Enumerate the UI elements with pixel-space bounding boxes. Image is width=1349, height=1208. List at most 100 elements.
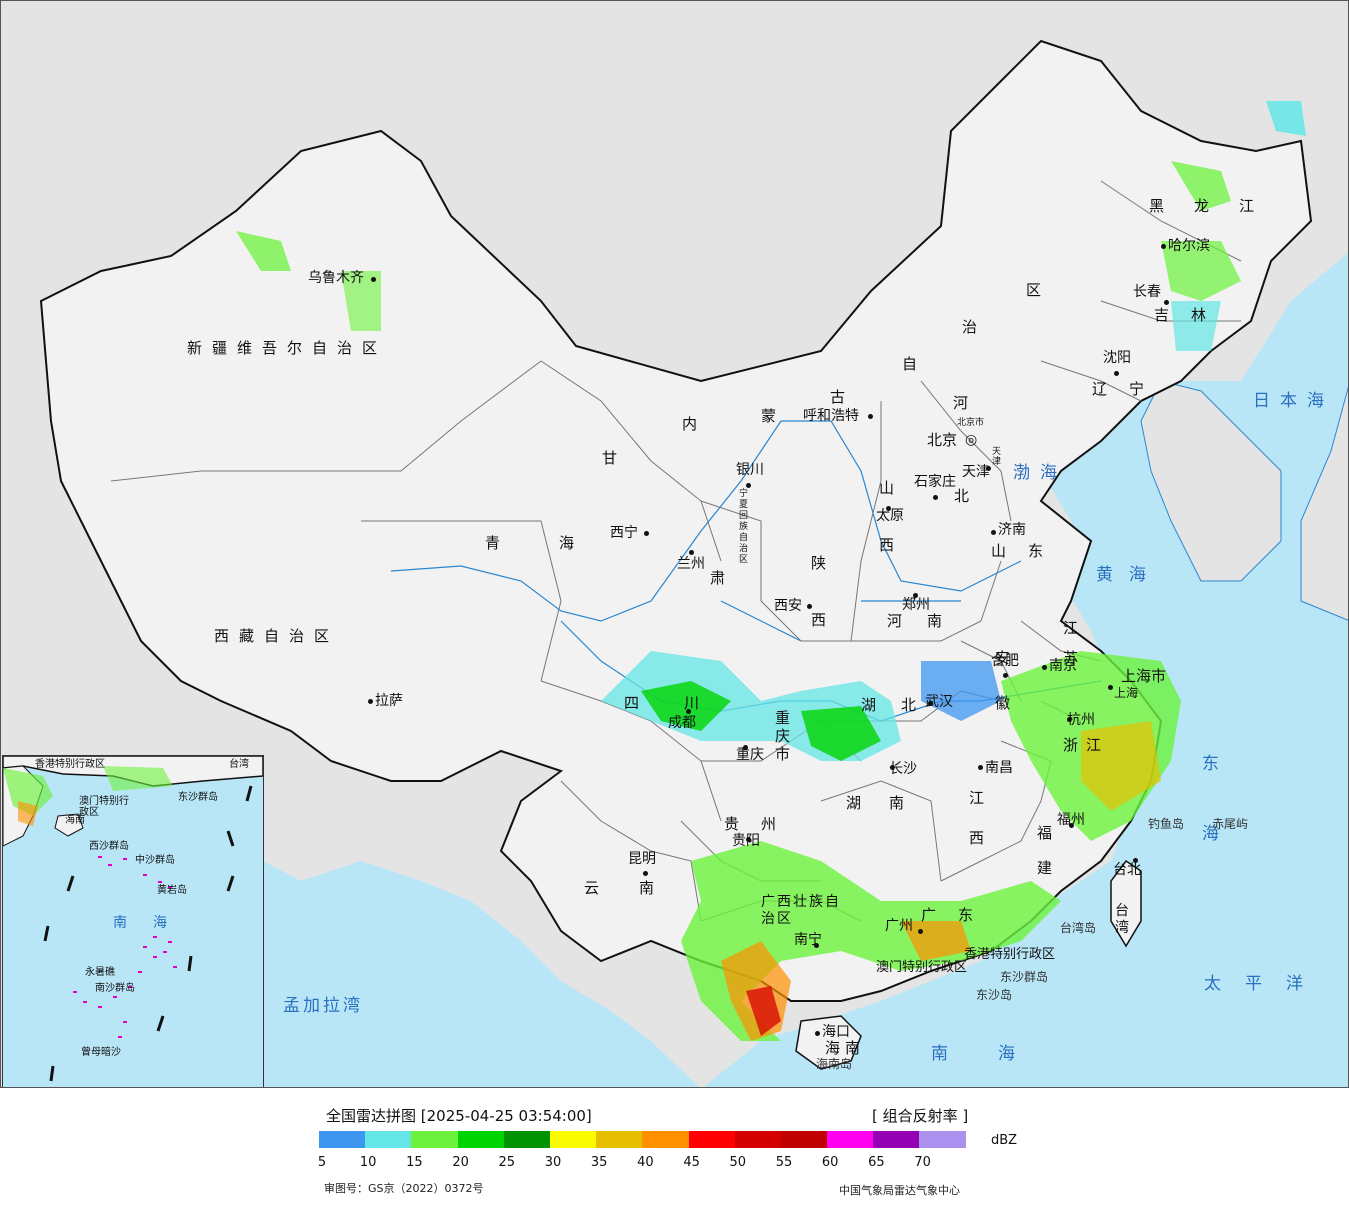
province-label-neimeng-d: 自 [902,355,928,373]
city-label-nanning: 南宁 [794,932,822,948]
color-swatch-4 [503,1131,550,1148]
city-marker-nanjing [1042,665,1047,670]
city-marker-huhehaote [868,414,873,419]
island-label-hainandao: 海南岛 [816,1057,853,1071]
inset-label-xisha: 西沙群岛 [89,841,129,852]
color-scale-bar [319,1131,966,1148]
island-label-chiwei: 赤尾屿 [1212,817,1249,831]
province-label-gansu-b: 肃 [710,569,736,587]
city-label-guangzhou: 广州 [885,918,913,934]
sea-label-mengjiala: 孟加拉湾 [283,996,363,1016]
color-scale-tick: 5 [317,1155,327,1170]
city-label-tianjin: 天津 [962,464,990,480]
city-label-guiyang: 贵阳 [732,833,760,849]
province-label-neimeng-c: 古 [830,388,856,406]
city-marker-lasa [368,699,373,704]
province-label-neimeng-f: 区 [1026,281,1052,299]
city-label-hangzhou: 杭州 [1067,712,1095,728]
sea-label-nanhai: 南海 [931,1044,1065,1064]
province-label-jiangxi: 江西 [969,789,985,847]
province-label-macao: 澳门特别行政区 [876,960,968,975]
province-label-yunnan: 云南 [584,879,695,897]
map-canvas [39,39,1348,1087]
inset-label-zhongsha: 中沙群岛 [135,855,175,866]
color-scale-tick: 10 [359,1155,377,1170]
city-label-beijingshi: 北京市 [957,418,985,428]
city-marker-chengdu [686,709,691,714]
province-label-xinjiang: 新疆维吾尔自治区 [187,339,388,357]
legend-unit: dBZ [991,1133,1018,1148]
province-label-qinghai-b: 海 [559,534,585,552]
color-scale-ticks: 5 10 15 20 25 30 35 40 45 50 55 60 65 70 [317,1155,1019,1175]
city-label-xian: 西安 [774,598,802,614]
island-label-dongsha-dao: 东沙岛 [976,988,1013,1002]
city-label-huhehaote: 呼和浩特 [803,408,859,424]
city-label-beijing: 北京 [927,431,958,449]
city-label-taibei: 台北 [1113,862,1141,878]
inset-canvas [3,756,263,1082]
city-marker-tianjin [986,466,991,471]
inset-label-nansha: 南沙群岛 [95,983,135,994]
city-label-nanchang: 南昌 [985,760,1013,776]
city-label-jinan: 济南 [998,522,1026,538]
province-label-ningxia: 宁夏回族自治区 [739,489,749,565]
city-label-nanjing: 南京 [1049,658,1077,674]
province-label-henan: 河南 [887,612,968,630]
city-marker-xian [807,604,812,609]
radar-echoes [236,101,1306,1041]
province-label-shandong: 山东 [991,542,1066,560]
city-marker-hefei [1003,673,1008,678]
city-marker-chongqing [743,745,748,750]
city-marker-fuzhou [1069,823,1074,828]
color-swatch-3 [457,1131,504,1148]
color-swatch-10 [780,1131,828,1148]
city-marker-haikou [815,1031,820,1036]
taiwan-land [1110,859,1142,948]
island-label-dongsha-qundao: 东沙群岛 [1000,970,1049,984]
city-label-haerbin: 哈尔滨 [1168,238,1210,254]
city-label-lanzhou: 兰州 [677,556,705,572]
color-swatch-0 [319,1131,366,1148]
province-label-shaanxi-a: 陕 [811,554,837,572]
sea-label-taipingyang: 太平洋 [1204,974,1327,994]
city-label-shenyang: 沈阳 [1103,350,1131,366]
province-label-neimeng-e: 治 [962,318,988,336]
province-label-neimeng-a: 内 [682,415,708,433]
province-label-anhui: 安徽 [995,649,1011,712]
color-swatch-11 [827,1131,874,1148]
province-label-hunan: 湖南 [846,794,933,812]
city-label-tianjinshi: 天津 [992,447,1002,467]
inset-label-mo: 澳门特别行政区 [79,796,129,818]
legend-product: [ 组合反射率 ] [872,1107,969,1125]
color-swatch-2 [411,1131,458,1148]
city-label-changchun: 长春 [1133,284,1161,300]
color-scale-tick: 45 [683,1155,700,1170]
sea-label-bohai: 渤海 [1013,463,1067,483]
province-label-hubei: 湖北 [861,696,942,714]
province-label-taiwan: 台湾 [1115,903,1129,936]
color-swatch-13 [919,1131,966,1148]
color-scale-tick: 40 [637,1155,654,1170]
radar-map[interactable]: 新疆维吾尔自治区 西藏自治区 青 海 甘 肃 内 蒙 古 自 治 区 黑龙江 吉… [0,0,1349,1088]
color-swatch-12 [873,1131,920,1148]
province-label-guangxi: 广西壮族自治区 [761,894,841,927]
province-label-shanxi-a: 山 [879,479,905,497]
province-label-hongkong: 香港特别行政区 [964,947,1056,962]
province-label-gansu-a: 甘 [602,449,628,467]
city-label-wuhan: 武汉 [925,694,953,710]
city-marker-guiyang [746,837,751,842]
province-label-xizang: 西藏自治区 [214,627,340,645]
province-label-heilongjiang: 黑龙江 [1149,197,1285,215]
city-marker-yinchuan [746,483,751,488]
city-marker-guangzhou [918,929,923,934]
color-swatch-8 [688,1131,735,1148]
color-scale-tick: 35 [590,1155,608,1170]
province-label-hainan: 海南 [825,1039,866,1057]
agency-credit: 中国气象局雷达气象中心 [839,1184,960,1197]
city-label-xining: 西宁 [610,525,638,541]
city-label-lasa: 拉萨 [375,693,403,709]
island-label-taiwandao: 台湾岛 [1060,921,1097,935]
city-label-shanghai: 上海 [1114,686,1139,700]
city-label-wulumuqi: 乌鲁木齐 [308,270,364,286]
city-label-hefei: 合肥 [991,653,1019,669]
